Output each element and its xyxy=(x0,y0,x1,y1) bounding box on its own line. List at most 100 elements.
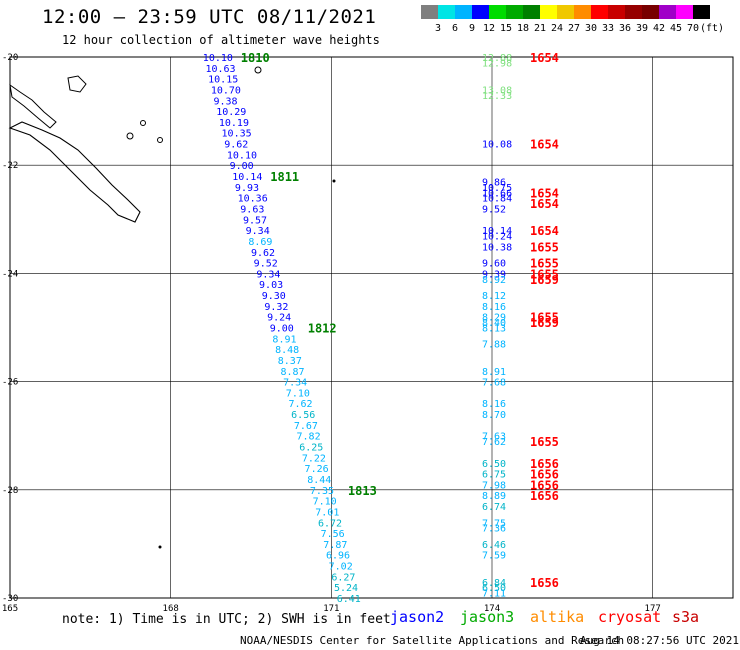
swh-value: 6.75 xyxy=(482,470,506,481)
swh-value: 9.39 xyxy=(482,269,506,280)
colorbar-swatch xyxy=(574,5,591,19)
swh-value: 7.98 xyxy=(482,480,506,491)
legend-entry-jason3: jason3 xyxy=(460,608,515,626)
coastline-island xyxy=(158,545,162,549)
swh-value: 7.11 xyxy=(482,589,506,600)
lat-tick-label: -24 xyxy=(2,269,18,279)
swh-value: 9.32 xyxy=(264,302,288,313)
coastline-island xyxy=(140,120,146,126)
swh-value: 9.52 xyxy=(254,259,278,270)
pass-time-label: 1654 xyxy=(530,51,559,65)
swh-value: 7.82 xyxy=(297,432,321,443)
footer-credit: NOAA/NESDIS Center for Satellite Applica… xyxy=(240,634,625,647)
colorbar-label: 27 xyxy=(567,23,581,34)
swh-value: 10.38 xyxy=(482,242,512,253)
pass-time-label: 1655 xyxy=(530,240,559,254)
swh-value: 7.34 xyxy=(283,378,307,389)
colorbar-swatch xyxy=(642,5,659,19)
lat-tick-label: -26 xyxy=(2,378,18,388)
legend-entry-jason2: jason2 xyxy=(390,608,445,626)
swh-value: 6.41 xyxy=(337,594,361,605)
swh-value: 8.91 xyxy=(272,334,296,345)
coastline-islands xyxy=(9,83,57,129)
swh-value: 7.02 xyxy=(329,562,353,573)
swh-value: 7.26 xyxy=(305,464,329,475)
swh-value: 6.50 xyxy=(482,583,506,594)
pass-time-label: 1659 xyxy=(530,316,559,330)
swh-value: 6.27 xyxy=(331,572,355,583)
colorbar-swatch xyxy=(421,5,438,19)
legend-entry-cryosat: cryosat xyxy=(598,608,662,626)
pass-time-label: 1656 xyxy=(530,478,559,492)
swh-value: 7.59 xyxy=(482,551,506,562)
lon-tick-label: 165 xyxy=(2,604,18,614)
swh-value: 10.19 xyxy=(219,118,249,129)
colorbar-label: 42 xyxy=(652,23,666,34)
swh-value: 7.75 xyxy=(482,518,506,529)
swh-value: 7.62 xyxy=(288,399,312,410)
coastline-island xyxy=(332,179,336,183)
lat-tick-label: -22 xyxy=(2,161,18,171)
lat-tick-label: -30 xyxy=(2,594,18,604)
swh-value: 12.88 xyxy=(482,53,512,64)
swh-value: 10.10 xyxy=(203,53,233,64)
colorbar-label: 9 xyxy=(468,23,476,34)
swh-value: 12.33 xyxy=(482,91,512,102)
colorbar-swatch xyxy=(523,5,540,19)
swh-value: 8.70 xyxy=(482,410,506,421)
swh-value: 7.68 xyxy=(482,378,506,389)
lat-tick-label: -28 xyxy=(2,486,18,496)
colorbar-swatch xyxy=(540,5,557,19)
swh-value: 10.84 xyxy=(482,194,512,205)
swh-value: 6.50 xyxy=(482,459,506,470)
pass-time-label: 1655 xyxy=(530,435,559,449)
colorbar-swatch xyxy=(438,5,455,19)
pass-time-label: 1654 xyxy=(530,138,559,152)
colorbar-unit: (ft) xyxy=(699,23,725,34)
swh-value: 9.34 xyxy=(246,226,270,237)
map-title: 12:00 – 23:59 UTC 08/11/2021 xyxy=(42,6,377,28)
swh-value: 7.87 xyxy=(323,540,347,551)
swh-value: 9.86 xyxy=(482,177,506,188)
map-subtitle: 12 hour collection of altimeter wave hei… xyxy=(62,33,380,47)
coastline-island xyxy=(254,66,262,74)
colorbar-label: 12 xyxy=(482,23,496,34)
colorbar-swatch xyxy=(693,5,710,19)
pass-time-label: 1654 xyxy=(530,224,559,238)
lat-tick-label: -20 xyxy=(2,53,18,63)
colorbar-swatch xyxy=(472,5,489,19)
coastline-island xyxy=(67,75,87,93)
colorbar-label: 39 xyxy=(635,23,649,34)
swh-value: 8.92 xyxy=(482,275,506,286)
colorbar-swatch xyxy=(591,5,608,19)
swh-value: 10.63 xyxy=(205,64,235,75)
swh-value: 7.88 xyxy=(482,340,506,351)
swh-value: 7.35 xyxy=(310,486,334,497)
footer-note: note: 1) Time is in UTC; 2) SWH is in fe… xyxy=(62,612,391,627)
swh-value: 8.44 xyxy=(307,475,331,486)
colorbar-swatch xyxy=(506,5,523,19)
swh-value: 9.24 xyxy=(267,313,291,324)
swh-value: 6.96 xyxy=(326,551,350,562)
colorbar-label: 70 xyxy=(686,23,700,34)
pass-time-label: 1655 xyxy=(530,267,559,281)
colorbar-swatch xyxy=(489,5,506,19)
swh-value: 6.74 xyxy=(482,502,506,513)
swh-value: 7.63 xyxy=(482,432,506,443)
swh-value: 8.69 xyxy=(248,237,272,248)
colorbar-label: 24 xyxy=(550,23,564,34)
colorbar-label: 3 xyxy=(434,23,442,34)
swh-value: 8.12 xyxy=(482,291,506,302)
pass-time-label: 1656 xyxy=(530,457,559,471)
swh-value: 10.35 xyxy=(222,129,252,140)
colorbar-label: 30 xyxy=(584,23,598,34)
colorbar-label: 45 xyxy=(669,23,683,34)
pass-time-label: 1812 xyxy=(308,322,337,336)
swh-value: 10.70 xyxy=(211,85,241,96)
pass-time-label: 1656 xyxy=(530,576,559,590)
swh-value: 8.87 xyxy=(280,367,304,378)
swh-value: 12.98 xyxy=(482,58,512,69)
swh-value: 9.03 xyxy=(259,280,283,291)
legend-entry-s3a: s3a xyxy=(672,608,700,626)
swh-value: 8.16 xyxy=(482,302,506,313)
